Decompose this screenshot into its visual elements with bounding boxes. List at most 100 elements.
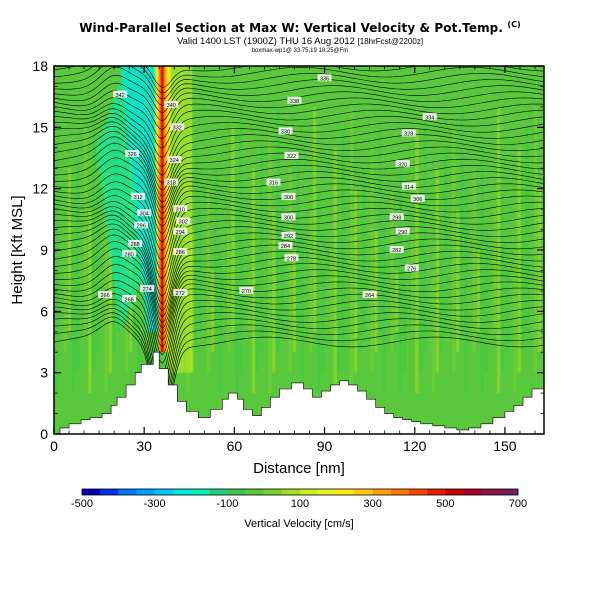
field-streak	[88, 209, 92, 394]
isentrope-line	[54, 293, 544, 383]
contour-label: 280	[125, 252, 134, 258]
field-streak	[75, 147, 80, 373]
y-axis: 0 3 6 9 12 15 18	[32, 58, 544, 442]
field-streak	[96, 188, 100, 353]
contour-label: 328	[404, 132, 413, 138]
field-streak	[492, 209, 497, 332]
y-tick-label: 15	[32, 119, 48, 135]
colorbar-tick-label: 700	[509, 498, 527, 510]
colorbar-swatch	[372, 489, 392, 495]
contour-label: 266	[101, 293, 110, 299]
field-streak	[488, 127, 493, 353]
colorbar-swatch	[245, 489, 264, 495]
isentrope-line	[54, 126, 544, 191]
colorbar-swatch	[318, 489, 337, 495]
field-streak	[501, 188, 505, 373]
y-tick-label: 12	[32, 181, 48, 197]
field-streak	[84, 127, 88, 332]
field-streak	[67, 168, 72, 332]
field-streak	[292, 250, 296, 353]
field-streak	[227, 229, 231, 353]
contour-label: 330	[281, 130, 290, 136]
contour-label: 320	[398, 162, 407, 168]
colorbar-swatch	[445, 489, 464, 495]
field-streak	[300, 229, 305, 394]
x-tick-label: 90	[317, 438, 333, 454]
y-tick-label: 6	[40, 303, 48, 319]
contour-label-bg	[173, 205, 188, 213]
field-streak	[542, 270, 544, 332]
colorbar-swatch	[191, 489, 210, 495]
field-streak	[353, 188, 358, 373]
field-streak	[370, 147, 374, 373]
colorbar-tick-label: -100	[216, 498, 238, 510]
contour-label: 332	[173, 126, 182, 132]
colorbar-frame	[81, 488, 519, 496]
isentrope-line	[54, 112, 544, 168]
isentrope-line	[54, 130, 544, 197]
field-streak	[358, 270, 362, 353]
field-streak	[411, 229, 415, 332]
contour-label-bg	[389, 213, 404, 221]
x-axis-label: Distance [nm]	[253, 460, 345, 477]
field-streak	[480, 147, 484, 394]
field-streak	[427, 188, 431, 332]
contour-label: 286	[176, 250, 185, 256]
field-streak	[108, 250, 112, 373]
colorbar-swatch	[281, 489, 301, 495]
contour-label: 322	[287, 154, 296, 160]
field-streak	[259, 147, 264, 353]
field-streak	[525, 127, 529, 332]
field-streak	[223, 147, 227, 373]
isentrope-line	[54, 248, 544, 335]
field-streak	[247, 270, 251, 332]
isentrope-line	[54, 165, 544, 227]
section-location: boxmax-wp1@ 33.75,19 18.25@Fm	[251, 48, 349, 54]
colorbar-swatch	[100, 489, 119, 495]
isentrope-line	[54, 234, 544, 324]
contour-label-bg	[362, 290, 377, 298]
forecast-run: [18hrFcst@2200z]	[357, 37, 424, 46]
valid-time: Valid 1400 LST (1900Z) THU 16 Aug 2012	[176, 36, 355, 47]
x-tick-label: 150	[493, 438, 517, 454]
contour-label-bg	[266, 178, 281, 186]
isentrope-line	[54, 316, 544, 426]
field-streak	[464, 188, 468, 394]
isentrope-line	[54, 298, 544, 392]
field-streak	[313, 106, 317, 332]
field-streak	[460, 106, 464, 332]
valid-line: Valid 1400 LST (1900Z) THU 16 Aug 2012 […	[0, 36, 600, 47]
isentrope-line	[54, 66, 544, 106]
contour-label-bg	[422, 113, 437, 121]
contour-label: 272	[176, 291, 185, 297]
isentrope-line	[54, 201, 544, 271]
colorbar-swatch	[154, 489, 174, 495]
contour-label-bg	[164, 100, 179, 108]
colorbar: -500 -300 -100 100 300 500 700	[71, 488, 527, 510]
colorbar-swatch	[463, 489, 482, 495]
isentrope-line	[54, 272, 544, 356]
field-streak	[537, 188, 542, 353]
field-streak	[329, 250, 333, 332]
chart-title-text: Wind-Parallel Section at Max W: Vertical…	[79, 21, 504, 35]
x-axis: 0 30 60 90 120 150	[50, 66, 536, 454]
y-tick-label: 0	[40, 426, 48, 442]
field-streak	[407, 147, 411, 353]
contour-label-bg	[284, 151, 299, 159]
contour-label: 312	[134, 195, 143, 201]
field-streak	[137, 270, 141, 394]
field-streak	[472, 168, 476, 353]
colorbar-swatch	[354, 489, 373, 495]
contour-labels: 342 340 338 336 334 332 330 328 326 324 322 320 318 3…	[98, 74, 437, 303]
field-streak	[341, 127, 345, 353]
isentrope-line	[54, 66, 544, 100]
colorbar-swatch	[427, 489, 446, 495]
colorbar-swatch	[118, 489, 137, 495]
contour-label-bg	[128, 239, 143, 247]
field-streak	[505, 270, 509, 353]
isentrope-line	[54, 303, 544, 402]
contour-label: 314	[404, 185, 413, 191]
x-tick-label: 120	[403, 438, 427, 454]
contour-label: 334	[425, 115, 434, 121]
isentrope-line	[54, 214, 544, 297]
